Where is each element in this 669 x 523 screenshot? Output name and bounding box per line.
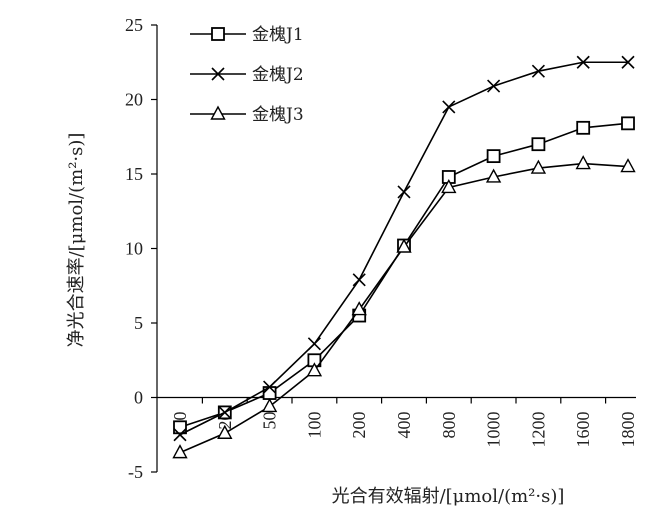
y-tick-label: 5 — [134, 313, 143, 333]
x-marker — [218, 405, 232, 419]
x-marker-stroke — [352, 273, 366, 287]
triangle-marker — [620, 158, 636, 173]
legend-label: 金槐J1 — [252, 25, 304, 45]
x-tick-label: 0 — [170, 412, 190, 421]
x-marker — [487, 79, 501, 93]
x-tick-label: 1600 — [573, 412, 593, 448]
square-marker — [173, 420, 187, 435]
square-marker — [531, 137, 546, 152]
legend-label: 金槐J3 — [252, 105, 304, 125]
square-marker — [621, 116, 635, 131]
triangle-marker — [306, 362, 323, 377]
triangle-marker — [485, 168, 502, 183]
series-layer — [172, 55, 636, 459]
y-tick-label: 25 — [125, 15, 143, 35]
y-tick-label: 20 — [125, 90, 143, 110]
triangle-marker — [351, 301, 367, 316]
triangle-marker — [530, 159, 547, 174]
x-marker — [621, 55, 635, 69]
x-tick-label: 400 — [394, 412, 414, 439]
legend-marker — [210, 105, 226, 120]
x-marker-stroke — [263, 380, 277, 394]
y-tick-label: 0 — [134, 388, 143, 408]
x-marker — [531, 64, 545, 78]
x-marker — [307, 337, 321, 351]
x-tick-label: 1000 — [484, 411, 504, 447]
legend-item: 金槐J2 — [190, 65, 304, 85]
x-marker-stroke — [442, 100, 456, 114]
y-tick-label: -5 — [128, 462, 143, 482]
y-tick-label: 10 — [125, 239, 143, 259]
legend: 金槐J1 金槐J2 金槐J3 — [190, 25, 304, 125]
triangle-marker — [217, 424, 233, 439]
series-line — [179, 122, 629, 429]
square-marker — [576, 120, 591, 135]
square-marker — [486, 149, 501, 164]
x-marker-stroke — [173, 428, 187, 442]
triangle-marker — [441, 178, 457, 194]
x-marker-stroke — [397, 185, 411, 199]
x-marker-stroke — [531, 64, 545, 78]
series-triangle — [172, 155, 636, 459]
legend-item: 金槐J1 — [190, 25, 304, 45]
x-marker-stroke — [621, 55, 635, 69]
legend-marker — [211, 67, 225, 81]
x-marker — [442, 100, 456, 114]
triangle-marker — [261, 397, 278, 413]
y-tick-label: 15 — [125, 164, 143, 184]
x-marker — [263, 380, 277, 394]
series-line — [179, 162, 629, 454]
x-marker-stroke — [218, 405, 232, 419]
triangle-marker — [172, 444, 188, 459]
x-marker-stroke — [211, 67, 225, 81]
legend-marker — [211, 27, 225, 41]
y-axis-title: 净光合速率/[μmol/(m²·s)] — [66, 133, 87, 348]
x-marker — [173, 428, 187, 442]
x-axis-title: 光合有效辐射/[μmol/(m²·s)] — [332, 486, 565, 507]
x-marker-stroke — [487, 79, 501, 93]
legend-label: 金槐J2 — [252, 65, 304, 85]
x-marker — [397, 185, 411, 199]
x-tick-label: 50 — [260, 412, 280, 430]
series-x — [173, 55, 635, 442]
legend-item: 金槐J3 — [190, 105, 304, 125]
x-marker — [576, 55, 590, 69]
x-marker-stroke — [307, 337, 321, 351]
x-tick-label: 1800 — [618, 412, 638, 448]
x-tick-label: 800 — [439, 412, 459, 439]
x-tick-label: 100 — [304, 412, 324, 439]
x-marker-stroke — [576, 55, 590, 69]
triangle-marker — [396, 238, 412, 253]
x-tick-label: 1200 — [528, 412, 548, 448]
triangle-marker — [575, 155, 591, 170]
x-tick-label: 200 — [349, 412, 369, 439]
x-marker — [352, 273, 366, 287]
